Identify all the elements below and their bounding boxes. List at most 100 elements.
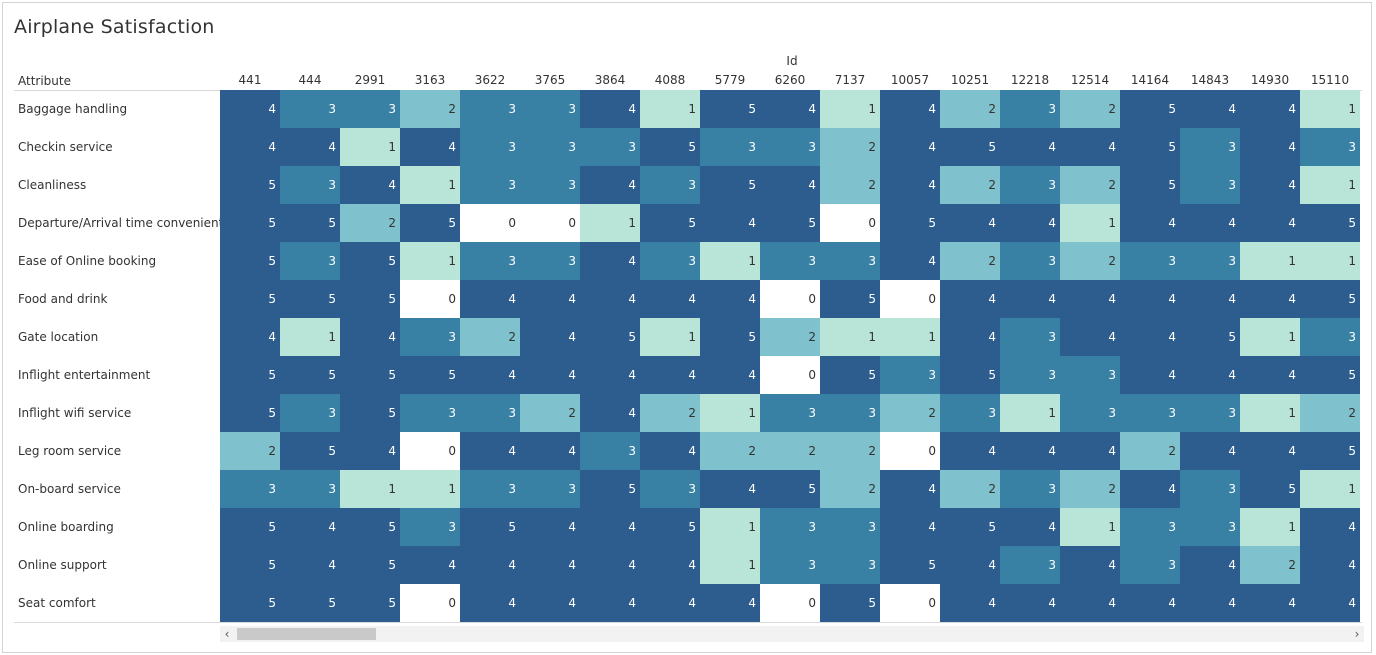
heatmap-cell[interactable]: 0 [400, 584, 460, 622]
heatmap-cell[interactable]: 3 [1120, 546, 1180, 584]
heatmap-cell[interactable]: 3 [520, 128, 580, 166]
heatmap-cell[interactable]: 5 [880, 546, 940, 584]
heatmap-cell[interactable]: 5 [280, 204, 340, 242]
heatmap-cell[interactable]: 4 [1300, 584, 1360, 622]
column-header[interactable]: 6260 [774, 73, 806, 87]
heatmap-cell[interactable]: 5 [820, 584, 880, 622]
heatmap-cell[interactable]: 2 [760, 432, 820, 470]
heatmap-cell[interactable]: 1 [700, 546, 760, 584]
heatmap-cell[interactable]: 3 [1000, 318, 1060, 356]
heatmap-cell[interactable]: 1 [1300, 242, 1360, 280]
heatmap-cell[interactable]: 1 [1240, 242, 1300, 280]
heatmap-cell[interactable]: 2 [220, 432, 280, 470]
heatmap-cell[interactable]: 3 [280, 470, 340, 508]
column-header[interactable]: 12514 [1070, 73, 1110, 87]
heatmap-cell[interactable]: 1 [1000, 394, 1060, 432]
row-header[interactable]: Gate location [18, 330, 99, 344]
heatmap-cell[interactable]: 5 [940, 356, 1000, 394]
heatmap-cell[interactable]: 0 [400, 280, 460, 318]
heatmap-cell[interactable]: 0 [820, 204, 880, 242]
heatmap-cell[interactable]: 1 [340, 470, 400, 508]
heatmap-cell[interactable]: 4 [940, 584, 1000, 622]
column-header[interactable]: 15110 [1310, 73, 1350, 87]
heatmap-cell[interactable]: 1 [820, 90, 880, 128]
heatmap-cell[interactable]: 3 [820, 508, 880, 546]
heatmap-cell[interactable]: 1 [700, 242, 760, 280]
heatmap-cell[interactable]: 2 [820, 166, 880, 204]
heatmap-cell[interactable]: 4 [280, 128, 340, 166]
column-header[interactable]: 2991 [354, 73, 386, 87]
heatmap-cell[interactable]: 2 [460, 318, 520, 356]
row-header[interactable]: Cleanliness [18, 178, 87, 192]
heatmap-cell[interactable]: 0 [880, 584, 940, 622]
heatmap-cell[interactable]: 4 [520, 280, 580, 318]
column-header[interactable]: 10057 [890, 73, 930, 87]
heatmap-cell[interactable]: 3 [460, 90, 520, 128]
heatmap-cell[interactable]: 5 [460, 508, 520, 546]
heatmap-cell[interactable]: 1 [700, 508, 760, 546]
heatmap-cell[interactable]: 2 [1060, 242, 1120, 280]
row-header[interactable]: Food and drink [18, 292, 108, 306]
heatmap-cell[interactable]: 4 [400, 546, 460, 584]
heatmap-cell[interactable]: 4 [520, 508, 580, 546]
heatmap-cell[interactable]: 5 [940, 128, 1000, 166]
heatmap-cell[interactable]: 5 [220, 546, 280, 584]
heatmap-cell[interactable]: 5 [280, 584, 340, 622]
heatmap-cell[interactable]: 2 [940, 166, 1000, 204]
heatmap-cell[interactable]: 2 [640, 394, 700, 432]
heatmap-cell[interactable]: 5 [760, 470, 820, 508]
heatmap-cell[interactable]: 2 [940, 242, 1000, 280]
heatmap-cell[interactable]: 3 [520, 242, 580, 280]
chevron-left-icon[interactable]: ‹ [224, 627, 230, 641]
heatmap-cell[interactable]: 3 [1120, 394, 1180, 432]
heatmap-cell[interactable]: 4 [580, 280, 640, 318]
column-header[interactable]: 14164 [1130, 73, 1170, 87]
heatmap-cell[interactable]: 5 [220, 584, 280, 622]
heatmap-cell[interactable]: 5 [220, 280, 280, 318]
heatmap-cell[interactable]: 4 [700, 584, 760, 622]
heatmap-cell[interactable]: 3 [760, 128, 820, 166]
heatmap-cell[interactable]: 4 [1060, 584, 1120, 622]
heatmap-cell[interactable]: 4 [1120, 204, 1180, 242]
column-header[interactable]: 441 [238, 73, 262, 87]
heatmap-cell[interactable]: 4 [1060, 546, 1120, 584]
heatmap-cell[interactable]: 3 [1060, 394, 1120, 432]
heatmap-cell[interactable]: 4 [940, 432, 1000, 470]
heatmap-cell[interactable]: 4 [1060, 280, 1120, 318]
heatmap-cell[interactable]: 3 [520, 166, 580, 204]
heatmap-cell[interactable]: 4 [1240, 432, 1300, 470]
heatmap-cell[interactable]: 5 [340, 508, 400, 546]
heatmap-cell[interactable]: 3 [1180, 508, 1240, 546]
heatmap-cell[interactable]: 4 [280, 508, 340, 546]
heatmap-cell[interactable]: 4 [1120, 584, 1180, 622]
heatmap-cell[interactable]: 4 [880, 166, 940, 204]
heatmap-cell[interactable]: 5 [940, 508, 1000, 546]
heatmap-cell[interactable]: 4 [940, 280, 1000, 318]
heatmap-cell[interactable]: 4 [1240, 584, 1300, 622]
heatmap-cell[interactable]: 5 [340, 584, 400, 622]
heatmap-cell[interactable]: 4 [940, 546, 1000, 584]
heatmap-cell[interactable]: 1 [1300, 470, 1360, 508]
heatmap-cell[interactable]: 4 [1180, 356, 1240, 394]
heatmap-cell[interactable]: 4 [460, 546, 520, 584]
heatmap-cell[interactable]: 5 [640, 128, 700, 166]
heatmap-cell[interactable]: 4 [880, 90, 940, 128]
scrollbar-thumb[interactable] [237, 628, 376, 640]
column-header[interactable]: 5779 [714, 73, 746, 87]
heatmap-cell[interactable]: 1 [1240, 508, 1300, 546]
heatmap-cell[interactable]: 4 [460, 356, 520, 394]
heatmap-cell[interactable]: 4 [460, 584, 520, 622]
heatmap-cell[interactable]: 4 [1120, 280, 1180, 318]
heatmap-cell[interactable]: 5 [340, 546, 400, 584]
heatmap-cell[interactable]: 5 [1300, 432, 1360, 470]
heatmap-cell[interactable]: 3 [280, 90, 340, 128]
column-header[interactable]: 14843 [1190, 73, 1230, 87]
heatmap-cell[interactable]: 3 [880, 356, 940, 394]
heatmap-cell[interactable]: 3 [580, 432, 640, 470]
heatmap-cell[interactable]: 4 [580, 508, 640, 546]
heatmap-cell[interactable]: 4 [580, 394, 640, 432]
heatmap-cell[interactable]: 1 [340, 128, 400, 166]
heatmap-cell[interactable]: 4 [580, 90, 640, 128]
heatmap-cell[interactable]: 3 [1180, 470, 1240, 508]
heatmap-cell[interactable]: 3 [1180, 242, 1240, 280]
